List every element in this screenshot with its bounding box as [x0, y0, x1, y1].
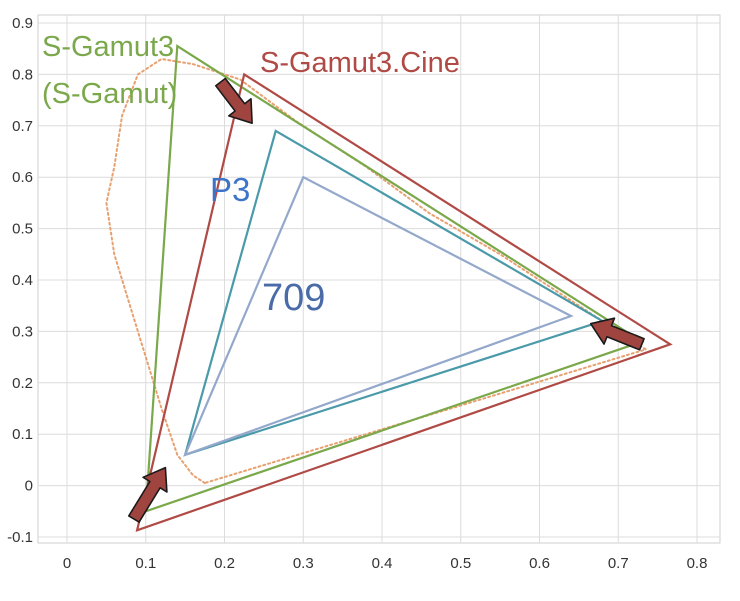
x-tick-label: 0.7: [608, 555, 629, 572]
p3-triangle: [183, 129, 606, 457]
x-tick-label: 0.3: [293, 555, 314, 572]
x-axis-ticks: 0 0.1 0.2 0.3 0.4 0.5 0.6 0.7 0.8: [63, 555, 708, 572]
label-s-gamut3: S-Gamut3: [42, 31, 174, 63]
plot-frame: [37, 14, 721, 544]
arrows: [128, 77, 645, 523]
x-tick-label: 0.1: [135, 555, 156, 572]
y-tick-label: 0.1: [12, 426, 33, 443]
arrow-2: [589, 317, 645, 351]
label-709: 709: [262, 277, 325, 319]
gamut-triangles: [135, 44, 673, 532]
x-tick-label: 0.8: [687, 555, 708, 572]
y-tick-label: 0: [25, 478, 33, 495]
x-tick-label: 0: [63, 555, 71, 572]
y-tick-label: 0.7: [12, 118, 33, 135]
y-tick-label: 0.5: [12, 221, 33, 238]
y-tick-label: 0.6: [12, 169, 33, 186]
s-gamut3-cine-triangle: [135, 72, 673, 532]
y-tick-label: 0.8: [12, 66, 33, 83]
y-tick-label: 0.2: [12, 375, 33, 392]
x-tick-label: 0.6: [529, 555, 550, 572]
y-tick-label: -0.1: [7, 529, 33, 546]
rec709-triangle: [183, 175, 574, 457]
s-gamut3-triangle: [144, 44, 645, 513]
y-tick-label: 0.9: [12, 15, 33, 32]
y-tick-label: 0.4: [12, 272, 33, 289]
y-tick-label: 0.3: [12, 323, 33, 340]
arrow-3: [128, 466, 168, 523]
label-s-gamut3-cine: S-Gamut3.Cine: [260, 47, 460, 79]
y-axis-ticks: -0.1 0 0.1 0.2 0.3 0.4 0.5 0.6 0.7 0.8 0.9: [7, 15, 33, 546]
arrow-1: [215, 77, 253, 124]
label-s-gamut: (S-Gamut): [42, 78, 177, 110]
x-tick-label: 0.4: [372, 555, 393, 572]
label-p3: P3: [210, 171, 250, 208]
x-tick-label: 0.5: [450, 555, 471, 572]
x-tick-label: 0.2: [214, 555, 235, 572]
